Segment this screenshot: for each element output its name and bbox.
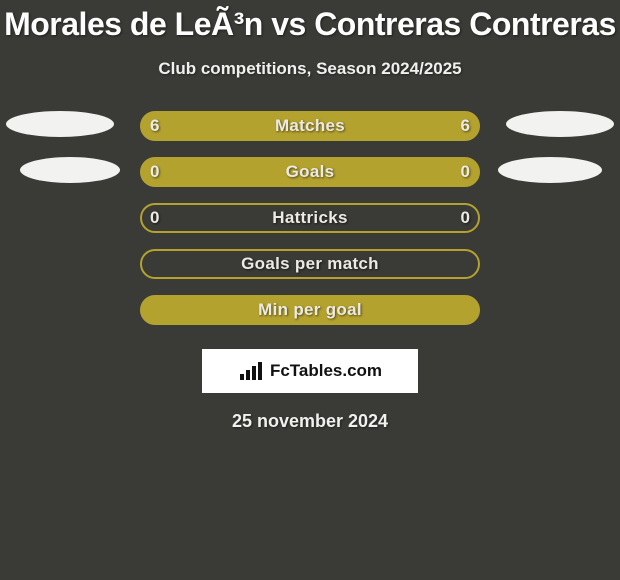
stat-row-goals: Goals 0 0 (0, 157, 620, 203)
watermark-text: FcTables.com (270, 361, 382, 381)
stat-label: Goals per match (241, 254, 379, 274)
bar-chart-icon (238, 360, 264, 382)
stat-row-min-per-goal: Min per goal (0, 295, 620, 341)
stat-row-matches: Matches 6 6 (0, 111, 620, 157)
stat-value-left: 6 (150, 111, 159, 141)
stat-bar: Min per goal (140, 295, 480, 325)
stat-label: Hattricks (272, 208, 347, 228)
stat-value-right: 6 (461, 111, 470, 141)
comparison-stage: Matches 6 6 Goals 0 0 Hattricks 0 0 Goal… (0, 111, 620, 341)
stat-row-goals-per-match: Goals per match (0, 249, 620, 295)
stat-value-left: 0 (150, 157, 159, 187)
stat-label: Matches (275, 116, 345, 136)
page-subtitle: Club competitions, Season 2024/2025 (0, 59, 620, 79)
stat-value-right: 0 (461, 203, 470, 233)
stat-value-left: 0 (150, 203, 159, 233)
stat-label: Min per goal (258, 300, 362, 320)
stat-bar: Goals per match (140, 249, 480, 279)
page-title: Morales de LeÃ³n vs Contreras Contreras (0, 0, 620, 43)
date-label: 25 november 2024 (0, 411, 620, 432)
stat-row-hattricks: Hattricks 0 0 (0, 203, 620, 249)
stat-bar: Hattricks (140, 203, 480, 233)
stat-label: Goals (286, 162, 335, 182)
watermark-badge: FcTables.com (202, 349, 418, 393)
stat-bar: Matches (140, 111, 480, 141)
stat-bar: Goals (140, 157, 480, 187)
stat-value-right: 0 (461, 157, 470, 187)
